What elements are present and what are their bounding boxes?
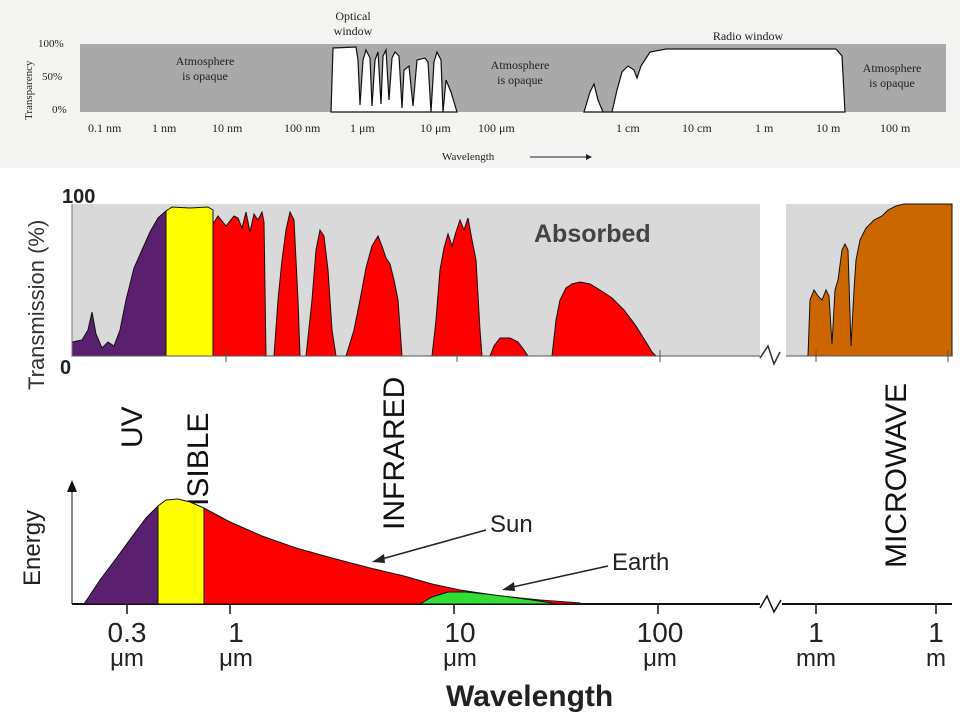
band-label-infrared: INFRARED — [378, 377, 411, 530]
top-xtick-label: 100 μm — [478, 121, 515, 135]
top-xlabel: Wavelength — [442, 151, 495, 163]
top-x-tick-labels: 0.1 nm 1 nm 10 nm 100 nm 1 μm 10 μm 100 μm 1 cm… — [88, 121, 911, 135]
energy-infrared-area — [203, 507, 581, 605]
earth-arrow-line — [507, 565, 609, 589]
energy-y-axis-arrowhead — [67, 480, 77, 492]
energy-xtick-unit: μm — [643, 645, 677, 672]
energy-visible-area — [157, 498, 205, 605]
transmission-axis-break — [759, 344, 781, 366]
energy-xtick-unit: μm — [443, 645, 477, 672]
energy-xlabel: Wavelength — [446, 680, 613, 713]
transmission-microwave-area — [807, 203, 953, 357]
earth-label: Earth — [612, 549, 669, 576]
sun-arrowhead — [372, 554, 385, 563]
top-xtick-label: 10 m — [816, 121, 841, 135]
energy-xtick-value: 1 — [808, 617, 824, 648]
top-xtick-label: 10 nm — [212, 121, 243, 135]
top-annotation-optical: Optical — [335, 9, 371, 23]
earth-arrowhead — [502, 582, 515, 591]
energy-xtick-value: 100 — [637, 617, 684, 648]
top-annotation-opaque-2: Atmosphere — [491, 58, 550, 72]
top-xlabel-arrowhead — [586, 154, 592, 160]
top-annotation-radio: Radio window — [713, 29, 784, 43]
top-xtick-label: 100 m — [880, 121, 911, 135]
energy-xtick-value: 1 — [228, 617, 244, 648]
absorbed-label: Absorbed — [534, 220, 651, 248]
transmission-ytick-100: 100 — [62, 186, 95, 208]
transmission-tick-marks — [225, 350, 949, 362]
top-ylabel: Transparency — [23, 60, 35, 120]
transmission-ytick-0: 0 — [60, 357, 71, 379]
energy-axis-break — [759, 594, 782, 614]
energy-earth-area — [418, 591, 553, 605]
top-annotation-opaque-1: Atmosphere — [176, 54, 235, 68]
top-xtick-label: 1 nm — [152, 121, 177, 135]
top-xtick-label: 100 nm — [284, 121, 321, 135]
top-annotation-opaque-2: is opaque — [497, 73, 543, 87]
transmission-visible-area — [165, 206, 214, 357]
top-ytick-50: 50% — [42, 71, 62, 83]
energy-xtick-value: 0.3 — [108, 617, 147, 648]
energy-xtick-unit: μm — [110, 645, 144, 672]
top-annotation-opaque-3: is opaque — [869, 76, 915, 90]
optical-window-shape — [330, 46, 458, 113]
top-xtick-label: 10 cm — [682, 121, 712, 135]
top-annotation-optical: window — [334, 24, 373, 38]
energy-xtick-unit: mm — [796, 645, 836, 672]
transmission-ylabel: Transmission (%) — [24, 220, 49, 390]
top-xtick-label: 1 m — [755, 121, 774, 135]
top-xtick-label: 1 μm — [350, 121, 375, 135]
sun-arrow-line — [377, 529, 487, 561]
band-label-uv: UV — [116, 406, 149, 448]
top-xtick-label: 0.1 nm — [88, 121, 122, 135]
top-ytick-100: 100% — [38, 38, 64, 50]
top-annotation-opaque-1: is opaque — [182, 69, 228, 83]
energy-xtick-value: 1 — [928, 617, 944, 648]
energy-xtick-value: 10 — [444, 617, 475, 648]
energy-tick-marks — [126, 604, 937, 614]
band-label-microwave: MICROWAVE — [880, 383, 913, 568]
top-xtick-label: 10 μm — [420, 121, 451, 135]
transmission-uv-area — [71, 209, 167, 357]
energy-xtick-unit: m — [926, 645, 946, 672]
top-xtick-label: 1 cm — [616, 121, 640, 135]
top-ytick-0: 0% — [52, 104, 67, 116]
sun-label: Sun — [490, 511, 533, 538]
energy-ylabel: Energy — [19, 510, 46, 586]
energy-xtick-unit: μm — [219, 645, 253, 672]
radio-window-shape — [583, 48, 846, 113]
top-annotation-opaque-3: Atmosphere — [863, 61, 922, 75]
